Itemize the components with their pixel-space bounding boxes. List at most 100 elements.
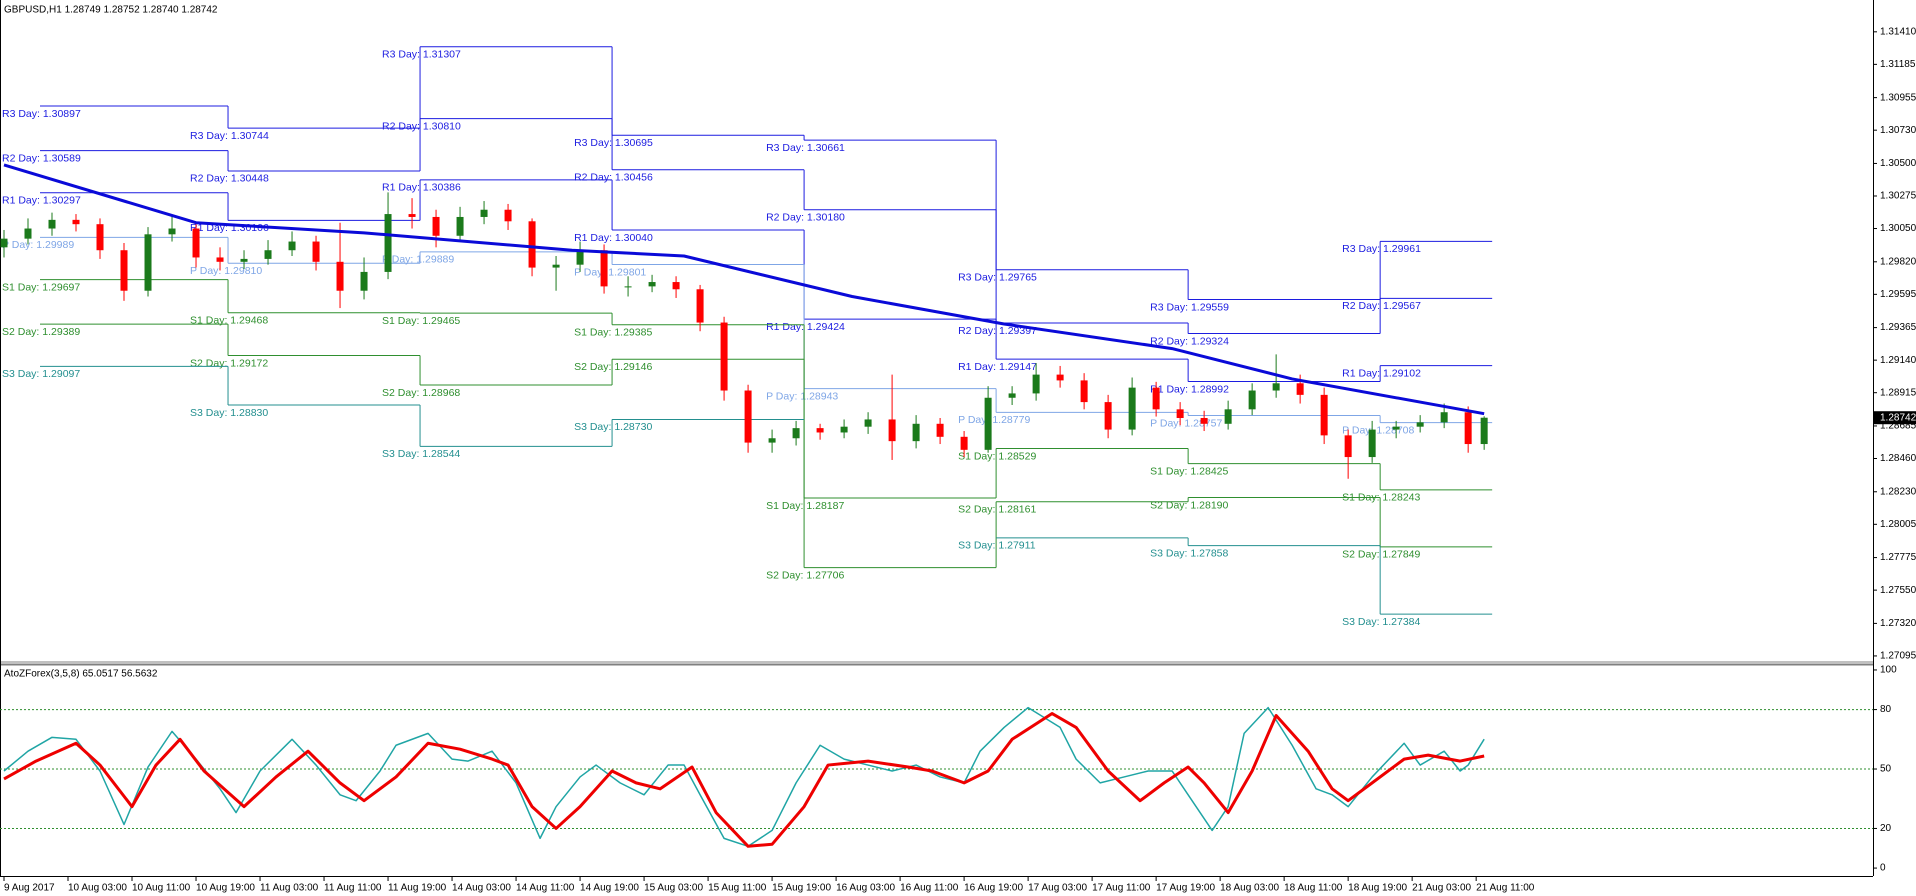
y-tick-label: 20 [1880,823,1892,834]
pivot-label: S1 Day: 1.29697 [2,281,80,293]
pivot-label: R1 Day: 1.29424 [766,321,845,333]
y-tick-label: 1.28915 [1880,387,1916,398]
y-tick-label: 1.27320 [1880,618,1916,629]
y-tick-label: 1.28685 [1880,421,1916,432]
pivot-label: R3 Day: 1.30695 [574,137,653,149]
candle-body [792,428,800,439]
pivot-label: S3 Day: 1.28830 [190,407,268,419]
pivot-label: R2 Day: 1.29397 [958,325,1037,337]
pivot-label: P Day: 1.28757 [1150,417,1222,429]
candle-body [1272,383,1280,391]
axes: 1.31410 1.31185 1.30955 1.30730 1.30500 1.302… [3,26,1916,894]
pivot-label: P Day: 1.29989 [2,239,74,251]
candle-body [624,286,632,288]
candle-body [648,282,656,287]
indicator-line [3,706,1485,848]
x-tick-label: 10 Aug 03:00 [68,883,127,894]
y-tick-label: 1.30730 [1880,125,1916,136]
candle-body [696,289,704,323]
pivot-label: S3 Day: 1.28730 [574,421,652,433]
x-tick-label: 21 Aug 03:00 [1412,883,1471,894]
candle-body [1008,393,1016,398]
candle-body [1248,390,1256,410]
candle-body [1368,429,1376,458]
candle-body [552,264,560,268]
y-tick-label: 1.28460 [1880,453,1916,464]
candle-body [144,234,152,291]
y-tick-label: 1.30275 [1880,191,1916,202]
x-tick-label: 16 Aug 11:00 [900,883,959,894]
candle-body [120,250,128,291]
oscillator-title: AtoZForex(3,5,8) 65.0517 56.5632 [4,669,158,680]
x-tick-label: 16 Aug 03:00 [836,883,895,894]
candle-body [1344,435,1352,458]
pivot-label: S1 Day: 1.28425 [1150,465,1228,477]
pivot-label: S3 Day: 1.27384 [1342,616,1420,628]
candle-body [600,250,608,287]
price-chart-title: GBPUSD,H1 1.28749 1.28752 1.28740 1.2874… [4,5,218,16]
last-price-label: 1.28742 [1880,412,1916,423]
candle-body [384,214,392,272]
pivot-label: R3 Day: 1.30897 [2,108,81,120]
pivot-label: R3 Day: 1.30744 [190,130,269,142]
candle-body [840,426,848,433]
x-tick-label: 11 Aug 03:00 [260,883,319,894]
pivot-label: R1 Day: 1.30297 [2,195,81,207]
candle-body [1176,409,1184,419]
x-tick-label: 15 Aug 03:00 [644,883,703,894]
pivot-label: R1 Day: 1.30386 [382,182,461,194]
candle-body [168,228,176,235]
candle-body [504,209,512,222]
x-tick-label: 14 Aug 19:00 [580,883,639,894]
pivot-label: P Day: 1.28943 [766,390,838,402]
pivot-label: S2 Day: 1.28190 [1150,499,1228,511]
oscillator-panel [0,706,1873,848]
x-tick-label: 14 Aug 11:00 [516,883,575,894]
x-tick-label: 9 Aug 2017 [4,883,55,894]
pivot-label: R2 Day: 1.30810 [382,120,461,132]
y-tick-label: 100 [1880,665,1897,676]
candle-body [768,438,776,443]
candle-body [1480,417,1488,445]
candle-body [1296,383,1304,395]
candle-body [744,390,752,443]
pivot-label: P Day: 1.28708 [1342,424,1414,436]
pivot-label: P Day: 1.29889 [382,254,454,266]
candle-body [888,419,896,442]
y-tick-label: 80 [1880,704,1892,715]
pivot-label: S1 Day: 1.29465 [382,315,460,327]
y-tick-label: 1.30500 [1880,158,1916,169]
pivot-label: R2 Day: 1.29567 [1342,300,1421,312]
y-tick-label: 1.27095 [1880,651,1916,662]
pivot-label: R3 Day: 1.31307 [382,48,461,60]
pivot-label: R1 Day: 1.28992 [1150,383,1229,395]
candle-body [0,238,8,248]
candle-body [984,397,992,450]
y-tick-label: 1.29365 [1880,322,1916,333]
pivot-label: R1 Day: 1.29102 [1342,367,1421,379]
y-tick-label: 1.28005 [1880,519,1916,530]
pivot-label: S1 Day: 1.29385 [574,326,652,338]
indicator-line [3,712,1485,848]
pivot-label: S3 Day: 1.27858 [1150,547,1228,559]
candle-body [192,228,200,258]
pivot-label: S1 Day: 1.29468 [190,314,268,326]
x-tick-label: 18 Aug 03:00 [1220,883,1279,894]
candle-body [1440,412,1448,423]
pivot-label: R2 Day: 1.29324 [1150,335,1229,347]
candle-body [1464,412,1472,445]
y-tick-label: 1.30050 [1880,223,1916,234]
x-tick-label: 15 Aug 19:00 [772,883,831,894]
candle-body [672,282,680,290]
x-tick-label: 18 Aug 19:00 [1348,883,1407,894]
x-tick-label: 11 Aug 19:00 [388,883,447,894]
y-tick-label: 1.28230 [1880,486,1916,497]
candle-body [1392,426,1400,430]
pivot-label: P Day: 1.29810 [190,265,262,277]
y-tick-label: 1.31410 [1880,26,1916,37]
candle-body [936,423,944,437]
pivot-label: S2 Day: 1.29172 [190,357,268,369]
candle-body [1080,380,1088,403]
candle-body [912,423,920,442]
candle-body [216,257,224,262]
